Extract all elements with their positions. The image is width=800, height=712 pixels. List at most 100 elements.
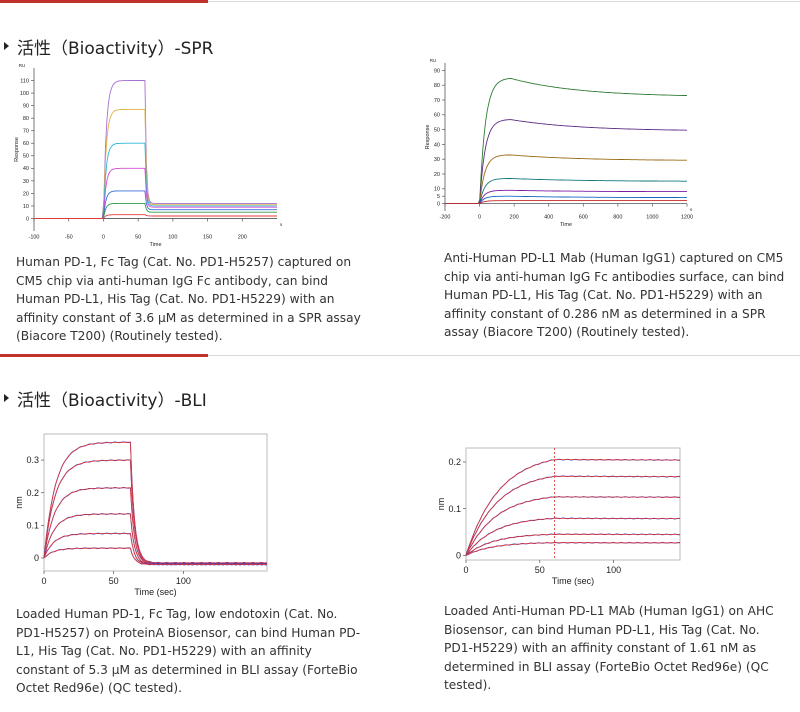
top-divider [0,0,800,3]
y-tick-label: 70 [23,129,29,135]
x-tick-label: 800 [613,215,622,221]
x-tick-label: -200 [439,215,450,221]
y-axis-label: Response [425,125,431,150]
x-tick-label: 200 [238,235,247,241]
y-tick-label: 60 [23,141,29,147]
y-unit-label: RU [430,58,437,63]
y-axis-label: nm [14,496,24,509]
y-tick-label: 90 [434,68,440,74]
series-line [34,80,277,219]
y-tick-label: 40 [23,166,29,172]
fit-line [43,547,267,565]
y-unit-label: RU [19,63,26,68]
section-title-spr-text: 活性（Bioactivity）-SPR [17,39,214,59]
y-tick-label: 100 [20,91,29,97]
x-tick-label: 0 [463,565,468,575]
fit-line [43,441,267,564]
x-tick-label: 100 [606,565,621,575]
y-tick-label: 0.2 [26,488,39,498]
y-tick-label: 0 [34,553,39,563]
fit-line [465,496,680,556]
x-tick-label: 0 [102,235,105,241]
x-axis-label: Time (sec) [134,587,176,597]
section-title-spr: 活性（Bioactivity）-SPR [4,34,213,59]
y-axis-label: Response [14,137,20,162]
section-title-bli-text: 活性（Bioactivity）-BLI [17,391,207,411]
x-tick-label: 400 [544,215,553,221]
y-tick-label: 110 [20,78,29,84]
plot-frame [465,447,681,561]
x-tick-label: 0 [478,215,481,221]
x-unit-label: s [690,207,693,212]
x-tick-label: -100 [28,235,39,241]
series-line [445,154,687,205]
spr-chart-right: 0 510 20 30 40 50 60 70 80 90 -200 0 200 400 600 800 100… [425,58,693,228]
bli-left-caption: Loaded Human PD-1, Fc Tag, low endotoxin… [16,607,361,695]
series-line [445,200,687,205]
x-unit-label: s [280,222,283,227]
x-tick-label: 50 [135,235,141,241]
series-line [445,195,687,205]
series-line [445,178,687,205]
y-tick-label: 0 [456,550,461,560]
triangle-bullet-icon [4,42,9,50]
fit-line [465,542,680,556]
y-tick-label: 50 [23,154,29,160]
y-axis-label: nm [436,498,446,511]
y-tick-label: 70 [434,98,440,104]
y-tick-label: 80 [434,83,440,89]
y-tick-label: 20 [434,172,440,178]
fit-line [465,533,680,556]
y-tick-label: 60 [434,113,440,119]
series-line [445,189,687,205]
plot-frame [43,433,268,572]
bli-chart-right: 0 0.1 0.2 0 50 100 Time (sec) nm [436,447,681,586]
series-line [34,108,277,219]
section-divider [0,354,800,357]
x-tick-label: 1200 [681,215,693,221]
y-tick-label: 0 [437,202,440,208]
spr-chart-left: 0 10 20 30 40 50 60 70 80 90 100 110 -100 -50 0 50 100 15… [14,63,283,248]
series-line [34,167,277,219]
series-line [445,77,688,205]
spr-right-caption: Anti-Human PD-L1 Mab (Human IgG1) captur… [444,251,785,339]
y-tick-label: 20 [23,191,29,197]
y-tick-label: 50 [434,128,440,134]
y-tick-label: 30 [434,157,440,163]
y-tick-label: 10 [23,204,29,210]
x-tick-label: -50 [65,235,73,241]
y-tick-label: 0.1 [448,504,461,514]
y-tick-label: 30 [23,179,29,185]
x-tick-label: 50 [109,576,119,586]
y-tick-label: 0.2 [448,457,461,467]
fit-line [465,459,680,556]
series-line [445,119,687,205]
y-tick-label: 10 [434,187,440,193]
x-axis-label: Time [149,242,161,248]
spr-left-caption: Human PD-1, Fc Tag (Cat. No. PD1-H5257) … [16,255,361,343]
x-tick-label: 600 [579,215,588,221]
fit-line [465,475,680,556]
y-tick-label: 0.1 [26,520,39,530]
y-tick-label: 90 [23,104,29,110]
x-tick-label: 200 [510,215,519,221]
bli-right-caption: Loaded Anti-Human PD-L1 MAb (Human IgG1)… [444,604,774,692]
x-axis-label: Time (sec) [552,576,594,586]
x-tick-label: 1000 [646,215,658,221]
x-tick-label: 50 [535,565,545,575]
x-tick-label: 100 [168,235,177,241]
y-tick-label: 5 [437,194,440,200]
x-tick-label: 150 [203,235,212,241]
fit-line [465,517,680,556]
series-line [34,214,277,219]
y-tick-label: 40 [434,142,440,148]
x-tick-label: 0 [41,576,46,586]
x-tick-label: 100 [176,576,191,586]
y-tick-label: 80 [23,116,29,122]
x-axis-label: Time [560,222,572,228]
y-tick-label: 0 [26,216,29,222]
y-tick-label: 0.3 [26,455,39,465]
section-title-bli: 活性（Bioactivity）-BLI [4,386,207,411]
triangle-bullet-icon [4,394,9,402]
